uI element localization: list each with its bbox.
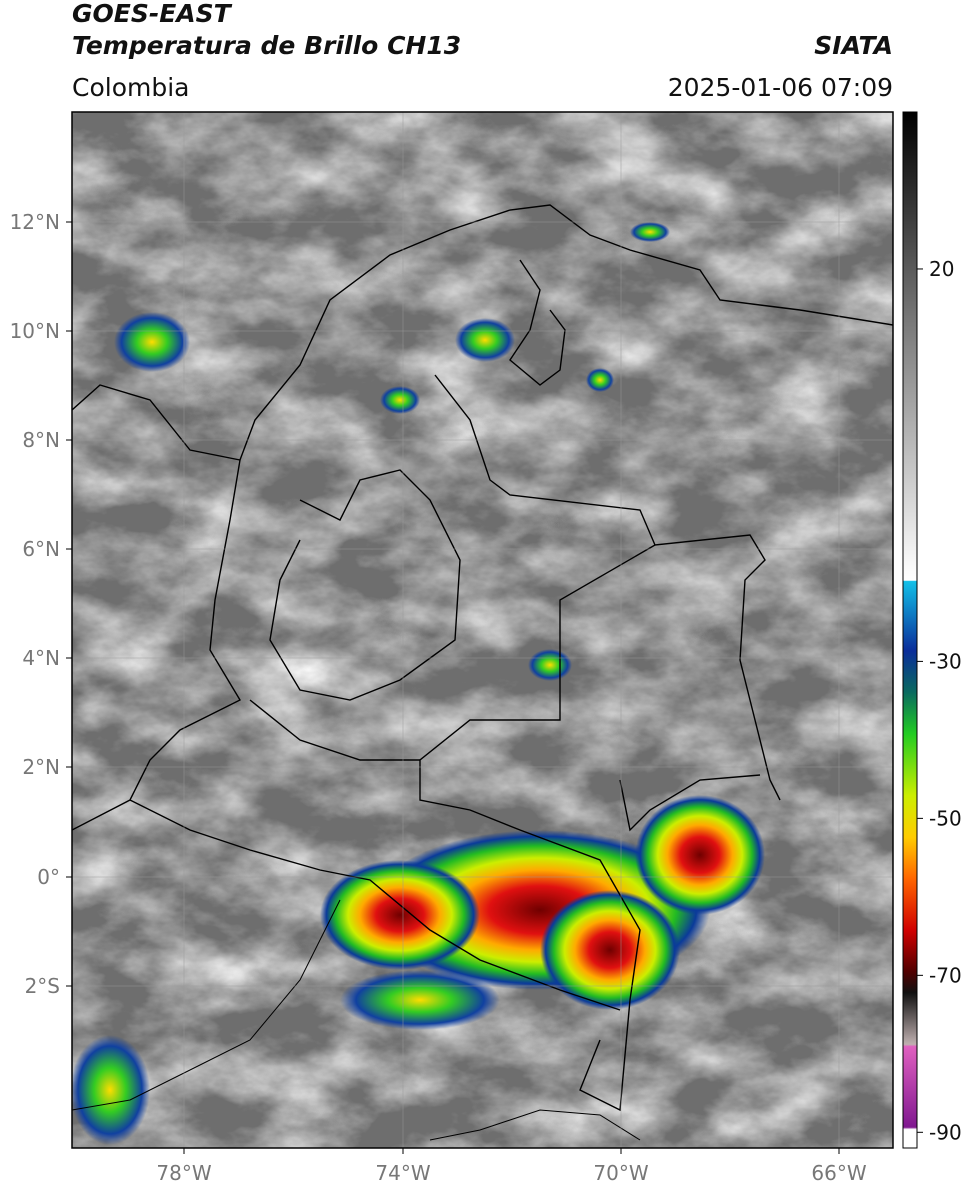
lat-label: 8°N [22,428,60,452]
datetime: 2025-01-06 07:09 [668,73,893,102]
map-frame [71,111,894,1149]
colorbar-ramp [902,111,918,1149]
lat-label: 0° [37,865,60,889]
colorbar-label: -70 [929,963,962,987]
lat-label: 6°N [22,537,60,561]
lat-label: 12°N [10,210,60,234]
graticule [72,112,893,1148]
colorbar-label: -30 [929,649,962,673]
lon-label: 74°W [375,1161,430,1185]
satellite: GOES-EAST [72,0,233,28]
lat-label: 2°N [22,755,60,779]
lat-label: 10°N [10,319,60,343]
product: Temperatura de Brillo CH13 [72,31,461,60]
source: SIATA [814,31,893,60]
lat-label: 4°N [22,646,60,670]
satellite-image [72,112,893,1148]
region: Colombia [72,73,189,102]
lon-label: 70°W [593,1161,648,1185]
colorbar: 20 -30 -50 -70 -90 [902,111,962,1149]
colorbar-label: -50 [929,806,962,830]
colorbar-label: 20 [929,257,954,281]
colorbar-label: -90 [929,1120,962,1144]
lon-label: 66°W [811,1161,866,1185]
lon-label: 78°W [156,1161,211,1185]
lat-label: 2°S [25,974,60,998]
